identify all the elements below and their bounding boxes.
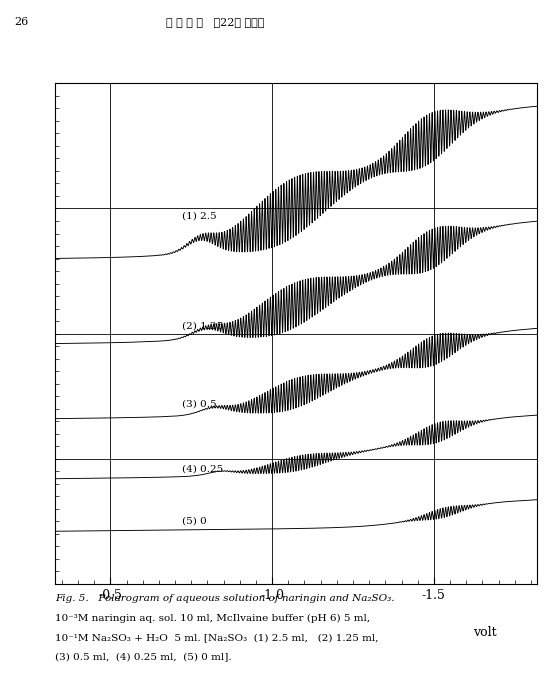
Text: 26: 26 bbox=[14, 17, 28, 27]
Text: (3) 0.5: (3) 0.5 bbox=[182, 399, 216, 408]
Text: (5) 0: (5) 0 bbox=[182, 517, 206, 525]
Text: Fig. 5.   Polarogram of aqueous solution of naringin and Na₂SO₃.: Fig. 5. Polarogram of aqueous solution o… bbox=[55, 594, 395, 603]
Text: 10⁻³M naringin aq. sol. 10 ml, McIlvaine buffer (pH 6) 5 ml,: 10⁻³M naringin aq. sol. 10 ml, McIlvaine… bbox=[55, 614, 371, 623]
Text: (3) 0.5 ml,  (4) 0.25 ml,  (5) 0 ml].: (3) 0.5 ml, (4) 0.25 ml, (5) 0 ml]. bbox=[55, 653, 232, 662]
Text: 学 芸 雑 誌   第22巻 第２号: 学 芸 雑 誌 第22巻 第２号 bbox=[166, 17, 265, 27]
Text: 10⁻¹M Na₂SO₃ + H₂O  5 ml. [Na₂SO₃  (1) 2.5 ml,   (2) 1.25 ml,: 10⁻¹M Na₂SO₃ + H₂O 5 ml. [Na₂SO₃ (1) 2.5… bbox=[55, 633, 379, 642]
Text: (4) 0.25: (4) 0.25 bbox=[182, 464, 223, 473]
Text: (2) 1.25: (2) 1.25 bbox=[182, 322, 223, 331]
Text: volt: volt bbox=[473, 626, 496, 639]
Text: (1) 2.5: (1) 2.5 bbox=[182, 211, 216, 220]
